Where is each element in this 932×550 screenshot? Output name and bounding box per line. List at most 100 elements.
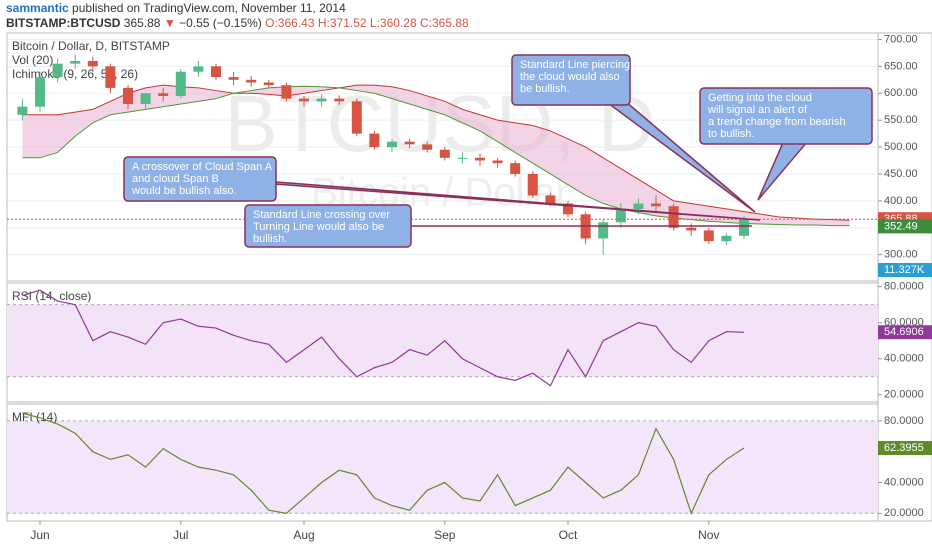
band xyxy=(7,304,878,377)
band xyxy=(7,420,878,514)
change: −0.55 (−0.15%) xyxy=(179,16,262,30)
candle-body xyxy=(492,160,503,164)
candle-body xyxy=(422,144,433,150)
header: sammantic published on TradingView.com, … xyxy=(6,1,469,31)
x-tick-label: Jun xyxy=(30,528,49,542)
cloud-span-a xyxy=(22,84,850,221)
pane-title: Bitcoin / Dollar, D, BITSTAMP xyxy=(12,39,170,53)
candle-body xyxy=(510,163,521,174)
callout-line: Standard Line piercing xyxy=(520,59,630,71)
indicator-line xyxy=(22,412,745,515)
callout-box xyxy=(123,156,277,202)
callout-text: Standard Line crossing over Turning Line … xyxy=(253,209,390,245)
candle-body xyxy=(17,106,28,115)
candle-body xyxy=(52,63,63,78)
candle-body xyxy=(316,98,327,102)
last-value-tag xyxy=(878,325,932,340)
volume-label: 11.327K xyxy=(884,264,925,276)
candle-body xyxy=(475,157,485,161)
publish-line: sammantic published on TradingView.com, … xyxy=(6,1,469,16)
candle-body xyxy=(70,60,81,64)
y-tick-label: 300.00 xyxy=(884,249,918,261)
callout-line: Standard Line crossing over xyxy=(253,209,390,221)
candle-body xyxy=(351,101,362,134)
callout-line: be bullish. xyxy=(520,83,570,95)
candle-body xyxy=(299,98,309,102)
y-tick-label: 80.0000 xyxy=(884,281,924,293)
last-value-tag xyxy=(878,441,932,456)
y-tick-label: 20.0000 xyxy=(884,389,924,401)
y-tick-label: 550.00 xyxy=(884,114,918,126)
callout-line: would be bullish also. xyxy=(131,185,237,197)
close: C:365.88 xyxy=(419,16,469,30)
candle-body xyxy=(651,203,661,207)
candle-body xyxy=(123,87,133,105)
y-tick-label: 450.00 xyxy=(884,168,918,180)
callout-line: A crossover of Cloud Span A xyxy=(132,161,273,173)
candle-body xyxy=(527,173,538,196)
base-line-tag xyxy=(878,219,932,234)
author: sammantic xyxy=(6,1,69,15)
candle-body xyxy=(633,203,644,209)
last-value-label: 54.6906 xyxy=(884,326,924,338)
candle-body xyxy=(615,208,626,223)
candle-body xyxy=(246,79,257,83)
high: H:371.52 xyxy=(317,16,367,30)
candle-body xyxy=(228,77,239,80)
low: L:360.28 xyxy=(369,16,417,30)
callout-box xyxy=(244,204,412,248)
symbol: BITSTAMP:BTCUSD xyxy=(6,16,121,30)
x-tick-label: Nov xyxy=(698,528,719,542)
y-tick-label: 600.00 xyxy=(884,87,918,99)
x-tick-label: Jul xyxy=(173,528,188,542)
x-tick-label: Sep xyxy=(434,528,456,542)
callout-line: a trend change from bearish xyxy=(708,116,846,128)
callout-line: will signal an alert of xyxy=(707,104,808,116)
open: O:366.43 xyxy=(265,16,315,30)
candle-body xyxy=(545,195,556,204)
y-tick-label: 40.0000 xyxy=(884,476,924,488)
candle-body xyxy=(87,60,98,67)
y-tick-label: 20.0000 xyxy=(884,507,924,519)
callout-line: Getting into the cloud xyxy=(708,92,812,104)
candle-body xyxy=(668,206,679,228)
y-tick-label: 700.00 xyxy=(884,33,918,45)
callout-line: and cloud Span B xyxy=(132,173,219,185)
candle-body xyxy=(263,82,274,86)
candle-body xyxy=(387,141,397,148)
y-tick-label: 400.00 xyxy=(884,195,918,207)
candle-body xyxy=(369,133,380,148)
candle-body xyxy=(703,230,714,242)
candle-body xyxy=(158,93,169,96)
candle-body xyxy=(105,66,116,88)
cloud-span-b xyxy=(22,85,850,227)
callout-box xyxy=(699,87,873,145)
candle-body xyxy=(457,157,468,159)
callout-box xyxy=(511,54,631,106)
x-tick-label: Aug xyxy=(293,528,314,542)
candle-body xyxy=(140,93,151,105)
candle-body xyxy=(721,235,732,242)
callout-line: Turning Line would also be xyxy=(253,221,384,233)
candle-body xyxy=(439,149,450,158)
y-tick-label: 500.00 xyxy=(884,141,918,153)
candle-body xyxy=(404,141,415,145)
volume-tag xyxy=(878,263,932,277)
candle-body xyxy=(193,66,204,72)
y-tick-label: 40.0000 xyxy=(884,353,924,365)
indicator-line xyxy=(22,289,745,387)
callout-line: bullish. xyxy=(253,233,287,245)
published: published on TradingView.com, November 1… xyxy=(72,1,346,15)
base-line-label: 352.49 xyxy=(884,220,918,232)
candle-body xyxy=(281,85,292,99)
cloud-fill xyxy=(22,85,850,226)
legend: Vol (20) xyxy=(12,53,53,67)
arrow: ▼ xyxy=(163,16,176,30)
pane-title: RSI (14, close) xyxy=(12,289,91,303)
callout-line: to bullish. xyxy=(708,128,754,140)
quote-line: BITSTAMP:BTCUSD 365.88 ▼ −0.55 (−0.15%) … xyxy=(6,16,469,31)
candle-body xyxy=(211,66,221,78)
last: 365.88 xyxy=(123,16,161,30)
